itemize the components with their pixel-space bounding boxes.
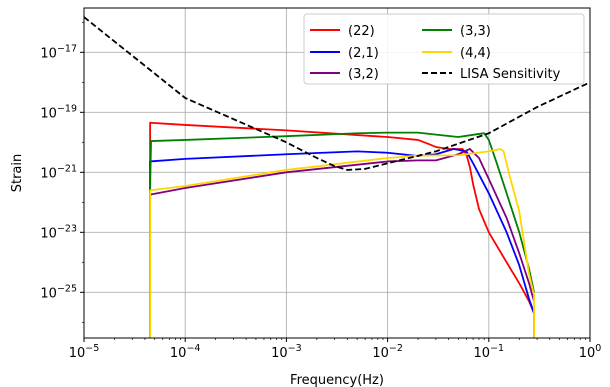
y-tick-label: 10−25 bbox=[40, 283, 77, 301]
y-tick-label: 10−19 bbox=[40, 103, 77, 121]
series-line-5 bbox=[84, 16, 590, 171]
x-tick-label: 10−5 bbox=[69, 343, 100, 361]
x-tick-label: 10−4 bbox=[170, 343, 201, 361]
ticks: 10−5 10−4 10−3 10−2 10−1 100 10−25 10−23 10−21 10… bbox=[40, 21, 602, 361]
series-line-4 bbox=[149, 148, 535, 338]
legend-label-5: LISA Sensitivity bbox=[460, 67, 561, 82]
x-tick-label: 10−2 bbox=[372, 343, 403, 361]
legend-box bbox=[303, 13, 585, 85]
plot-frame bbox=[83, 7, 591, 339]
y-tick-label: 10−17 bbox=[40, 43, 77, 61]
series-line-1 bbox=[149, 148, 535, 338]
x-tick-label: 10−1 bbox=[474, 343, 505, 361]
series-line-2 bbox=[149, 148, 535, 338]
x-axis-label: Frequency(Hz) bbox=[290, 373, 384, 387]
y-tick-label: 10−23 bbox=[40, 223, 77, 241]
legend-label-3: (3,3) bbox=[460, 24, 491, 39]
legend-label-2: (3,2) bbox=[348, 67, 379, 82]
series-line-3 bbox=[149, 131, 535, 338]
x-tick-label: 100 bbox=[579, 343, 602, 361]
x-tick-label: 10−3 bbox=[271, 343, 302, 361]
y-axis-label: Strain bbox=[10, 154, 25, 193]
legend-label-0: (22) bbox=[348, 24, 375, 39]
legend-label-1: (2,1) bbox=[348, 46, 379, 61]
legend: (22) (2,1) (3,2) (3,3) (4,4) LISA Sensitivity bbox=[303, 13, 585, 85]
legend-label-4: (4,4) bbox=[460, 46, 491, 61]
series-layer bbox=[84, 16, 590, 338]
y-tick-label: 10−21 bbox=[40, 163, 77, 181]
